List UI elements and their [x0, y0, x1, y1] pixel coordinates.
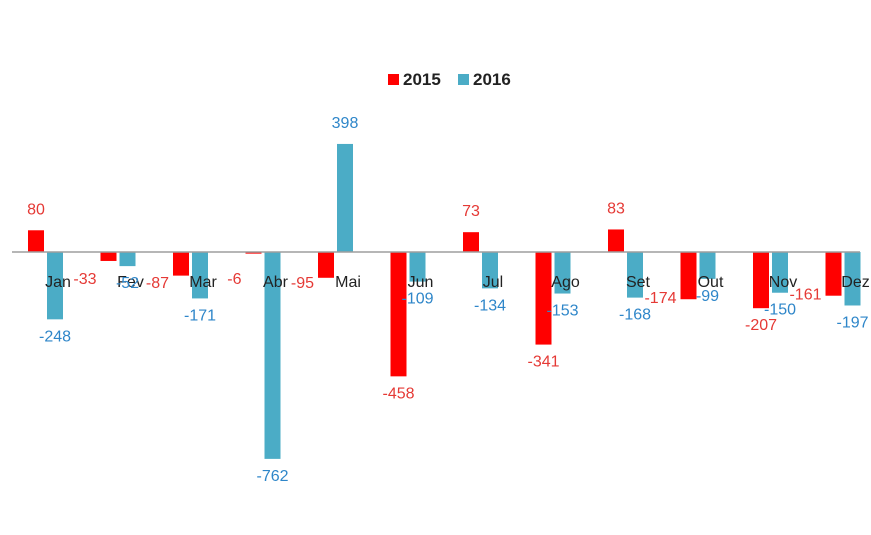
data-label-2016-out: -99 — [696, 288, 719, 305]
bar-2016-jun — [409, 252, 426, 282]
data-labels: 80 -248 -33 -52 -87 -171 -6 -762 -95 398 -458 -109 7… — [27, 115, 869, 485]
category-label-mar: Mar — [189, 274, 217, 291]
data-label-2015-set: 83 — [607, 200, 625, 217]
bar-2016-jan — [47, 252, 63, 320]
data-label-2016-set: -168 — [619, 307, 651, 324]
data-label-2015-mai: -95 — [291, 275, 314, 292]
bar-2015-nov — [753, 252, 769, 309]
legend-swatch-2016 — [458, 74, 469, 85]
category-label-jul: Jul — [483, 274, 503, 291]
data-label-2015-jan: 80 — [27, 201, 45, 218]
bar-2015-abr — [245, 252, 262, 254]
bar-2015-jul — [463, 232, 479, 252]
category-label-mai: Mai — [335, 274, 361, 291]
bar-2016-ago — [554, 252, 571, 294]
data-label-2015-out: -174 — [644, 290, 676, 307]
data-label-2016-nov: -150 — [764, 302, 796, 319]
data-label-2016-abr: -762 — [256, 468, 288, 485]
bar-2016-jul — [482, 252, 498, 289]
data-label-2016-mai: 398 — [332, 115, 359, 132]
category-label-ago: Ago — [551, 274, 580, 291]
data-label-2015-ago: -341 — [527, 354, 559, 371]
bar-2015-out — [680, 252, 697, 300]
bar-2016-out — [699, 252, 716, 279]
bars — [28, 143, 861, 459]
bar-2016-fev — [119, 252, 136, 267]
category-labels: Jan Fev Mar Abr Mai Jun Jul Ago Set Out Nov Dez — [45, 274, 870, 291]
bar-2015-jan — [28, 230, 44, 252]
legend-swatch-2015 — [388, 74, 399, 85]
category-label-jan: Jan — [45, 274, 71, 291]
data-label-2016-ago: -153 — [546, 303, 578, 320]
data-label-2015-fev: -33 — [73, 271, 96, 288]
bar-2015-dez — [825, 252, 842, 296]
legend-label-2015: 2015 — [403, 70, 441, 89]
bar-2015-jun — [390, 252, 407, 377]
data-label-2016-dez: -197 — [836, 314, 868, 331]
data-label-2016-fev: -52 — [116, 275, 139, 292]
bar-2015-ago — [535, 252, 552, 345]
bar-2015-fev — [100, 252, 117, 261]
data-label-2015-jul: 73 — [462, 203, 480, 220]
legend-label-2016: 2016 — [473, 70, 511, 89]
bar-2015-mar — [173, 252, 189, 276]
bar-2016-set — [627, 252, 643, 298]
bar-2016-mar — [192, 252, 208, 299]
category-label-fev: Fev — [117, 274, 144, 291]
category-label-set: Set — [626, 274, 651, 291]
data-label-2015-jun: -458 — [382, 385, 414, 402]
bar-2016-nov — [772, 252, 788, 293]
data-label-2015-mar: -87 — [146, 275, 169, 292]
data-label-2015-nov: -207 — [745, 317, 777, 334]
data-label-2016-jul: -134 — [474, 297, 506, 314]
category-label-dez: Dez — [841, 274, 869, 291]
data-label-2016-jan: -248 — [39, 328, 71, 345]
bar-2016-dez — [844, 252, 861, 306]
data-label-2016-jun: -109 — [401, 291, 433, 308]
bar-2016-abr — [264, 252, 281, 459]
category-label-jun: Jun — [408, 274, 434, 291]
data-label-2015-dez: -161 — [789, 287, 821, 304]
category-label-out: Out — [698, 274, 724, 291]
bar-2015-set — [608, 229, 624, 252]
category-label-abr: Abr — [263, 274, 289, 291]
data-label-2016-mar: -171 — [184, 307, 216, 324]
data-label-2015-abr: -6 — [227, 271, 241, 288]
bar-2016-mai — [337, 143, 353, 252]
bar-2015-mai — [318, 252, 334, 278]
category-label-nov: Nov — [769, 274, 797, 291]
legend: 2015 2016 — [388, 70, 511, 89]
